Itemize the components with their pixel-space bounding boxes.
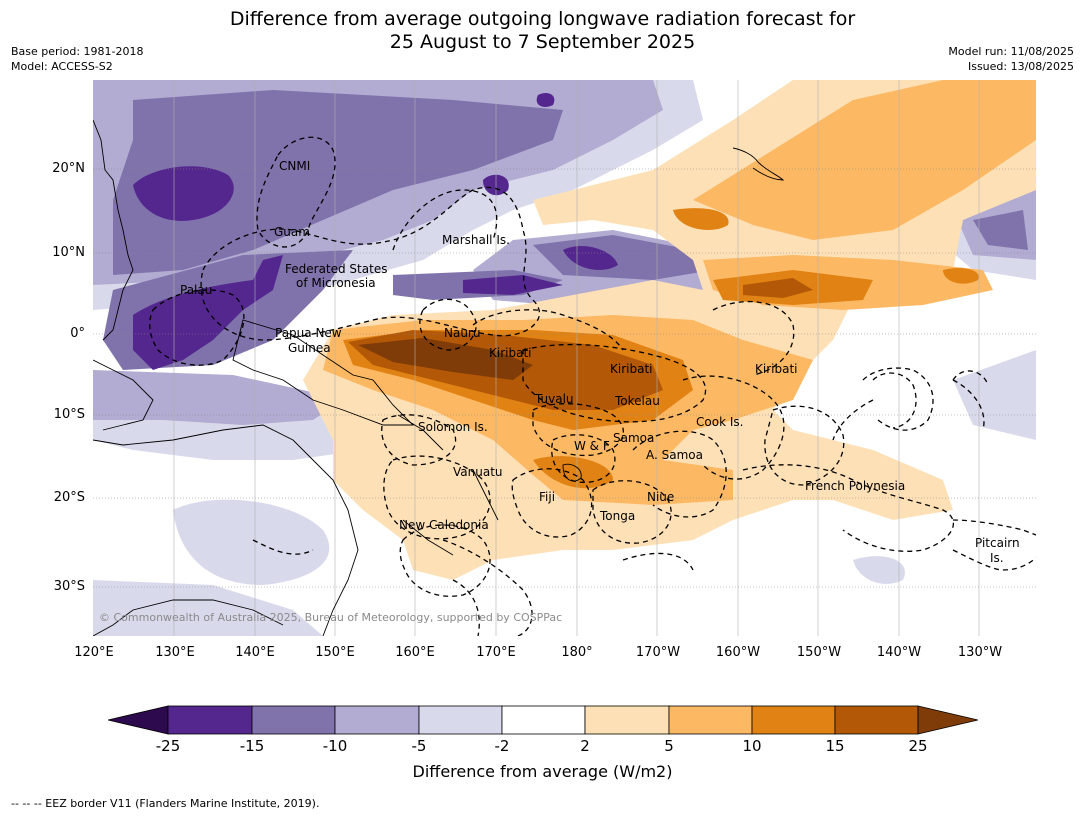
- x-tick-150w: 150°W: [796, 645, 842, 660]
- x-tick-140e: 140°E: [235, 645, 275, 660]
- colorbar-tick: -5: [411, 737, 427, 755]
- place-labels: CNMI Guam Marshall Is. Federated States …: [180, 159, 1020, 565]
- label-palau: Palau: [180, 283, 212, 297]
- label-marshall: Marshall Is.: [442, 233, 510, 247]
- colorbar-segment: [418, 705, 503, 735]
- y-tick-0: 0°: [70, 326, 85, 341]
- x-tick-180: 180°: [561, 645, 593, 660]
- label-niue: Niue: [647, 490, 674, 504]
- colorbar-extend-high: [917, 705, 978, 735]
- map-title: Difference from average outgoing longwav…: [0, 8, 1085, 54]
- y-tick-10n: 10°N: [52, 245, 85, 260]
- title-line-1: Difference from average outgoing longwav…: [229, 8, 856, 30]
- colorbar-tick: -2: [494, 737, 510, 755]
- gridlines: [93, 168, 1036, 588]
- label-pitcairn-2: Is.: [990, 551, 1004, 565]
- label-american-samoa: A. Samoa: [646, 448, 703, 462]
- eez-borders: [149, 136, 1036, 636]
- label-french-polynesia: French Polynesia: [805, 479, 905, 493]
- map-panel[interactable]: CNMI Guam Marshall Is. Federated States …: [93, 80, 1036, 636]
- copyright-notice: © Commonwealth of Australia 2025, Bureau…: [99, 611, 562, 624]
- label-fsm-2: of Micronesia: [296, 276, 376, 290]
- label-png-1: Papua New: [275, 326, 342, 340]
- x-tick-160e: 160°E: [395, 645, 435, 660]
- label-nauru: Nauru: [444, 326, 480, 340]
- label-cook: Cook Is.: [696, 415, 743, 429]
- label-pitcairn-1: Pitcairn: [975, 536, 1020, 550]
- label-kiribati-west: Kiribati: [489, 346, 531, 360]
- meta-right: Model run: 11/08/2025 Issued: 13/08/2025: [948, 44, 1074, 74]
- x-tick-160w: 160°W: [715, 645, 761, 660]
- y-tick-10s: 10°S: [53, 407, 85, 422]
- olr-band-plus25: [358, 338, 533, 380]
- x-tick-170e: 170°E: [476, 645, 516, 660]
- colorbar-segment: [834, 705, 919, 735]
- label-samoa: Samoa: [613, 431, 654, 445]
- colorbar-segment: [668, 705, 753, 735]
- x-tick-120e: 120°E: [74, 645, 114, 660]
- x-tick-150e: 150°E: [315, 645, 355, 660]
- colorbar-tick: 5: [664, 737, 674, 755]
- base-period: Base period: 1981-2018: [11, 45, 144, 58]
- colorbar-title: Difference from average (W/m2): [412, 762, 673, 781]
- y-tick-30s: 30°S: [53, 579, 85, 594]
- label-fsm-1: Federated States: [285, 262, 387, 276]
- eez-footnote: -- -- -- EEZ border V11 (Flanders Marine…: [11, 797, 320, 810]
- x-tick-170w: 170°W: [635, 645, 681, 660]
- colorbar-tick: -15: [239, 737, 265, 755]
- y-tick-20n: 20°N: [52, 161, 85, 176]
- colorbar-segment: [167, 705, 253, 735]
- label-kiribati-central: Kiribati: [610, 362, 652, 376]
- label-wallis-futuna: W & F: [574, 439, 610, 453]
- meta-left: Base period: 1981-2018 Model: ACCESS-S2: [11, 44, 143, 74]
- label-vanuatu: Vanuatu: [453, 465, 503, 479]
- colorbar-segment: [334, 705, 420, 735]
- colorbar-segment: [501, 705, 586, 735]
- colorbar: [108, 705, 978, 735]
- colorbar-tick: 25: [908, 737, 928, 755]
- label-tonga: Tonga: [599, 509, 635, 523]
- label-tuvalu: Tuvalu: [534, 392, 574, 406]
- label-solomon: Solomon Is.: [418, 420, 488, 434]
- colorbar-tick: -25: [155, 737, 181, 755]
- issued-date: Issued: 13/08/2025: [967, 60, 1074, 73]
- colorbar-extend-low: [108, 705, 169, 735]
- x-tick-130e: 130°E: [155, 645, 195, 660]
- colorbar-segment: [751, 705, 836, 735]
- x-tick-140w: 140°W: [876, 645, 922, 660]
- x-tick-130w: 130°W: [957, 645, 1003, 660]
- colorbar-tick: -10: [322, 737, 348, 755]
- y-tick-20s: 20°S: [53, 490, 85, 505]
- label-kiribati-east: Kiribati: [755, 362, 797, 376]
- colorbar-tick: 10: [742, 737, 762, 755]
- meridians: [173, 80, 980, 636]
- olr-band-minus25: [133, 93, 618, 370]
- label-tokelau: Tokelau: [614, 394, 660, 408]
- colorbar-tick: 2: [580, 737, 590, 755]
- label-guam: Guam: [274, 225, 310, 239]
- label-png-2: Guinea: [288, 341, 331, 355]
- label-new-caledonia: New Caledonia: [399, 518, 489, 532]
- model-run: Model run: 11/08/2025: [948, 45, 1074, 58]
- map-svg: CNMI Guam Marshall Is. Federated States …: [93, 80, 1036, 636]
- coastlines: [93, 119, 785, 636]
- title-line-2: 25 August to 7 September 2025: [389, 31, 696, 53]
- label-cnmi: CNMI: [279, 159, 310, 173]
- colorbar-segment: [251, 705, 336, 735]
- colorbar-tick: 15: [825, 737, 845, 755]
- model-name: Model: ACCESS-S2: [11, 60, 113, 73]
- label-fiji: Fiji: [539, 490, 555, 504]
- colorbar-segment: [584, 705, 670, 735]
